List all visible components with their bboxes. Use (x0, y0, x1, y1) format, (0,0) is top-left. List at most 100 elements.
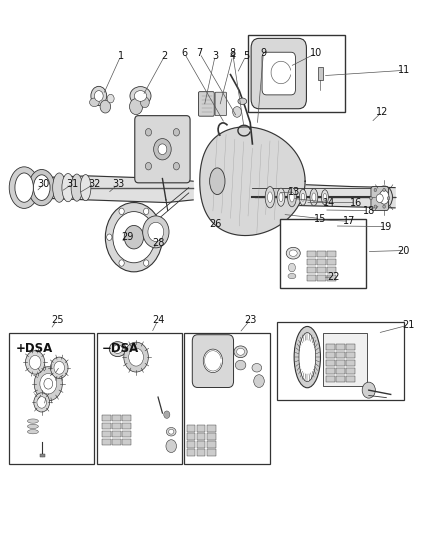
FancyBboxPatch shape (215, 92, 226, 116)
Circle shape (153, 139, 171, 160)
Circle shape (382, 188, 385, 191)
Text: 20: 20 (397, 246, 409, 255)
Bar (325, 368, 334, 374)
Polygon shape (199, 127, 304, 236)
Ellipse shape (265, 187, 274, 208)
Text: 30: 30 (38, 179, 50, 189)
Circle shape (119, 260, 124, 266)
Bar (317, 251, 325, 257)
Ellipse shape (289, 250, 297, 256)
Ellipse shape (168, 430, 173, 434)
Bar (112, 431, 120, 437)
Ellipse shape (286, 247, 300, 259)
Circle shape (143, 208, 148, 215)
Ellipse shape (134, 91, 146, 101)
Bar (196, 433, 205, 440)
Ellipse shape (166, 427, 176, 436)
Bar (345, 360, 354, 366)
Circle shape (375, 194, 382, 203)
Bar (196, 425, 205, 432)
Ellipse shape (298, 333, 315, 382)
Circle shape (253, 375, 264, 387)
Text: 5: 5 (242, 51, 248, 61)
Ellipse shape (209, 168, 225, 195)
Polygon shape (18, 176, 193, 203)
Circle shape (140, 97, 149, 108)
Text: 1: 1 (117, 51, 124, 61)
Text: 32: 32 (88, 179, 100, 189)
Circle shape (94, 91, 103, 101)
Ellipse shape (287, 188, 296, 207)
Circle shape (369, 197, 371, 200)
Bar (112, 423, 120, 429)
Circle shape (145, 128, 151, 136)
Bar (279, 219, 365, 288)
Circle shape (29, 356, 41, 369)
Bar (122, 439, 131, 445)
Text: 4: 4 (229, 51, 235, 61)
FancyBboxPatch shape (251, 38, 306, 109)
Circle shape (173, 163, 179, 170)
Bar (327, 275, 336, 281)
Circle shape (361, 382, 374, 398)
Circle shape (129, 99, 142, 115)
Ellipse shape (235, 360, 245, 370)
Bar (335, 344, 344, 350)
Ellipse shape (276, 188, 284, 206)
Bar (335, 376, 344, 382)
Circle shape (386, 197, 389, 200)
Circle shape (40, 374, 57, 394)
FancyBboxPatch shape (370, 187, 388, 211)
Bar (327, 251, 336, 257)
Ellipse shape (89, 98, 99, 107)
Bar (345, 344, 354, 350)
Text: 26: 26 (208, 219, 221, 229)
Text: 3: 3 (212, 51, 218, 61)
Polygon shape (250, 181, 394, 208)
Ellipse shape (27, 419, 39, 423)
Ellipse shape (27, 430, 39, 434)
Ellipse shape (62, 173, 74, 201)
Bar (317, 267, 325, 273)
Bar (327, 259, 336, 265)
Bar (325, 352, 334, 358)
Bar (206, 441, 215, 448)
Text: 28: 28 (152, 238, 164, 247)
Circle shape (25, 351, 45, 374)
FancyBboxPatch shape (261, 52, 295, 95)
Bar (345, 368, 354, 374)
Circle shape (128, 348, 143, 366)
Bar (96, 333, 182, 464)
Ellipse shape (375, 186, 392, 208)
Ellipse shape (309, 189, 317, 206)
Circle shape (91, 86, 106, 106)
Bar (102, 431, 110, 437)
Ellipse shape (237, 98, 246, 104)
Circle shape (373, 205, 376, 208)
Bar (102, 439, 110, 445)
Ellipse shape (287, 273, 295, 279)
FancyBboxPatch shape (198, 92, 214, 116)
Text: 9: 9 (260, 49, 266, 58)
Text: 31: 31 (66, 179, 78, 189)
Circle shape (166, 440, 176, 453)
Ellipse shape (9, 167, 39, 208)
Circle shape (107, 94, 114, 103)
Ellipse shape (321, 190, 328, 205)
Bar (325, 344, 334, 350)
Bar (196, 441, 205, 448)
Bar (122, 431, 131, 437)
Text: +DSA: +DSA (15, 342, 53, 355)
Ellipse shape (311, 193, 315, 201)
Bar (206, 425, 215, 432)
Circle shape (37, 397, 46, 408)
Ellipse shape (289, 192, 293, 202)
FancyBboxPatch shape (134, 116, 190, 183)
Circle shape (382, 205, 385, 208)
Text: 11: 11 (397, 66, 409, 75)
Text: 14: 14 (322, 198, 335, 207)
Text: 24: 24 (152, 315, 164, 325)
Bar (318, 67, 322, 80)
Bar (112, 415, 120, 421)
Circle shape (50, 357, 68, 378)
